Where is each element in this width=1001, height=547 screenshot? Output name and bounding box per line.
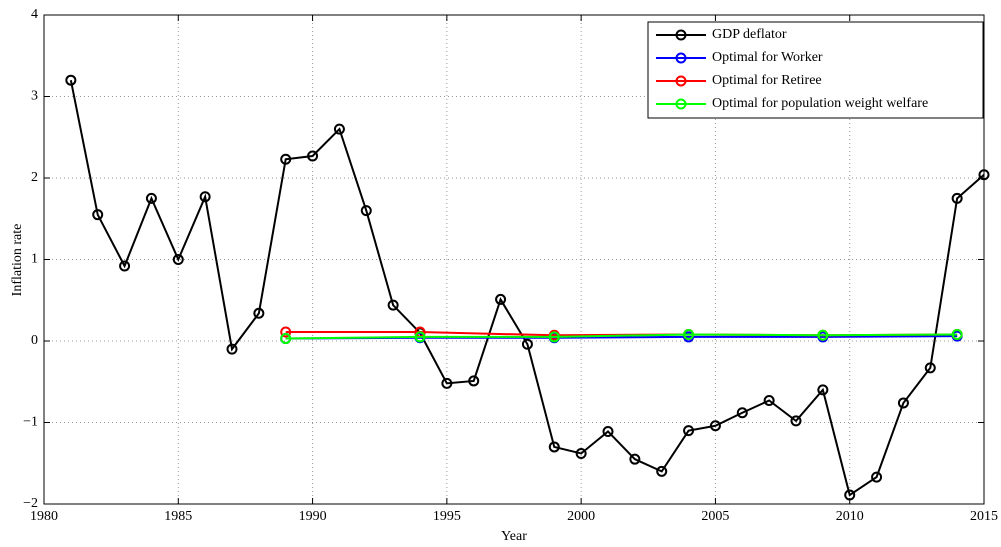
y-tick-label: −1 — [23, 415, 38, 430]
x-axis-label: Year — [501, 529, 527, 544]
marker — [683, 425, 695, 437]
marker — [199, 191, 211, 203]
marker — [548, 331, 560, 343]
series-line — [69, 80, 985, 497]
marker — [951, 328, 963, 340]
legend-marker — [675, 29, 687, 41]
marker — [871, 471, 883, 483]
x-tick-label: 1980 — [30, 509, 58, 524]
x-tick-label: 1995 — [433, 509, 461, 524]
marker — [683, 328, 695, 340]
marker — [414, 331, 426, 343]
series-line — [285, 333, 958, 340]
x-tick-label: 1990 — [299, 509, 327, 524]
x-tick-label: 2010 — [836, 509, 864, 524]
marker — [360, 205, 372, 217]
marker — [548, 441, 560, 453]
y-axis-label: Inflation rate — [10, 224, 25, 297]
marker — [790, 415, 802, 427]
marker — [307, 150, 319, 162]
y-tick-label: 3 — [31, 89, 38, 104]
marker — [897, 397, 909, 409]
x-tick-label: 2015 — [970, 509, 998, 524]
marker — [226, 343, 238, 355]
plot-frame — [43, 14, 985, 505]
marker — [119, 260, 131, 272]
marker — [253, 307, 265, 319]
marker — [763, 394, 775, 406]
marker — [817, 384, 829, 396]
x-tick-label: 2005 — [701, 509, 729, 524]
legend-marker — [675, 98, 687, 110]
x-tick-label: 2000 — [567, 509, 595, 524]
marker — [521, 338, 533, 350]
marker — [709, 420, 721, 432]
marker — [978, 169, 990, 181]
marker — [387, 299, 399, 311]
legend-label: GDP deflator — [712, 27, 787, 42]
marker — [629, 453, 641, 465]
marker — [951, 192, 963, 204]
marker — [495, 293, 507, 305]
marker — [65, 74, 77, 86]
marker — [468, 375, 480, 387]
marker — [844, 489, 856, 501]
marker — [280, 326, 292, 338]
legend-label: Optimal for population weight welfare — [712, 96, 928, 111]
marker — [656, 465, 668, 477]
y-tick-label: 1 — [31, 252, 38, 267]
y-tick-label: −2 — [23, 496, 38, 511]
y-tick-label: 2 — [31, 170, 38, 185]
legend-marker — [675, 52, 687, 64]
marker — [602, 425, 614, 437]
legend-label: Optimal for Retiree — [712, 73, 822, 88]
marker — [92, 209, 104, 221]
marker — [280, 153, 292, 165]
marker — [736, 407, 748, 419]
marker — [280, 333, 292, 345]
marker — [172, 254, 184, 265]
y-tick-label: 4 — [31, 7, 38, 22]
marker — [924, 362, 936, 374]
y-tick-label: 0 — [31, 333, 38, 348]
legend-label: Optimal for Worker — [712, 50, 823, 65]
marker — [333, 123, 345, 135]
x-tick-label: 1985 — [164, 509, 192, 524]
marker — [441, 377, 453, 389]
marker — [575, 447, 587, 459]
marker — [145, 192, 157, 204]
legend-box — [647, 21, 984, 119]
legend-marker — [675, 75, 687, 87]
marker — [817, 329, 829, 341]
